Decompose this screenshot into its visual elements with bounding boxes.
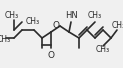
Text: CH₃: CH₃ (5, 11, 19, 20)
Text: HN: HN (65, 11, 77, 20)
Text: O: O (53, 21, 60, 31)
Text: CH₃: CH₃ (88, 11, 102, 20)
Text: CH₃: CH₃ (96, 45, 110, 54)
Text: O: O (47, 51, 54, 60)
Text: CH₃: CH₃ (112, 21, 123, 31)
Text: CH₃: CH₃ (0, 35, 11, 44)
Text: CH₃: CH₃ (26, 17, 40, 27)
